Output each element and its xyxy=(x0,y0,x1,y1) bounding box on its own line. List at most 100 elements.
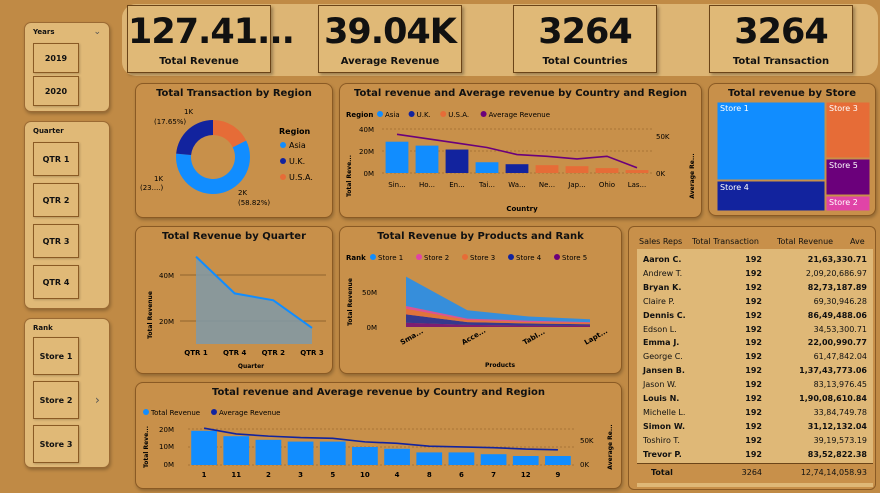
bar[interactable] xyxy=(535,165,559,173)
bar[interactable] xyxy=(415,145,439,173)
treemap-cell[interactable] xyxy=(825,101,871,159)
bar[interactable] xyxy=(384,448,410,465)
col-header-total-revenue[interactable]: Total Revenue xyxy=(777,237,834,246)
donut-slice-uk[interactable] xyxy=(176,120,213,155)
donut-label-top-pct: (17.65%) xyxy=(154,118,186,126)
stream-chart[interactable]: Rank Store 1 Store 2 Store 3 Store 4 Store 5… xyxy=(340,227,623,375)
quarter-qtr4-button[interactable]: QTR 4 xyxy=(33,265,79,299)
rank-store2-button[interactable]: Store 2 xyxy=(33,381,79,419)
table-row[interactable]: Simon W. 192 31,12,132.04 xyxy=(637,420,873,434)
treemap-cell[interactable] xyxy=(825,195,871,212)
rank-store1-button[interactable]: Store 1 xyxy=(33,337,79,375)
stream-band[interactable] xyxy=(406,306,590,323)
average-revenue-line[interactable] xyxy=(203,427,558,451)
stream-band[interactable] xyxy=(406,322,590,327)
quarter-qtr3-button[interactable]: QTR 3 xyxy=(33,224,79,258)
table-row[interactable]: Louis N. 192 1,90,08,610.84 xyxy=(637,392,873,406)
bar[interactable] xyxy=(352,447,378,465)
table-row[interactable]: Emma J. 192 22,00,990.77 xyxy=(637,336,873,350)
cell-total-revenue: 34,53,300.71 xyxy=(813,324,867,334)
table-row[interactable]: Bryan K. 192 82,73,187.89 xyxy=(637,281,873,295)
bar[interactable] xyxy=(385,141,409,173)
stream-band[interactable] xyxy=(406,276,590,323)
treemap-cell[interactable] xyxy=(716,101,826,181)
stream-legend-title: Rank xyxy=(346,254,366,262)
stream-band[interactable] xyxy=(406,308,590,325)
combo-bottom-panel: Total revenue and Average revenue by Cou… xyxy=(135,382,622,489)
x-tick-label: Jap... xyxy=(567,181,585,189)
table-row[interactable]: Michelle L. 192 33,84,749.78 xyxy=(637,406,873,420)
average-revenue-line[interactable] xyxy=(396,133,638,169)
x-tick-label: Sma... xyxy=(399,327,425,346)
quarter-qtr1-button[interactable]: QTR 1 xyxy=(33,142,79,176)
rank-store3-button[interactable]: Store 3 xyxy=(33,425,79,463)
bar[interactable] xyxy=(545,456,571,465)
x-tick-label: 3 xyxy=(298,471,303,479)
cell-sales-rep: Michelle L. xyxy=(643,407,686,417)
treemap-chart[interactable]: Store 1 Store 3 Store 4 Store 5 Store 2 xyxy=(709,84,877,217)
bar[interactable] xyxy=(512,456,539,465)
donut-chart[interactable]: 1K (17.65%) 1K (23....) 2K (58.82%) Regi… xyxy=(136,84,334,219)
combo2-chart[interactable]: Total Revenue Average Revenue Total Reve.… xyxy=(136,383,623,490)
combo2-y-tick: 0M xyxy=(164,461,175,469)
treemap-cell[interactable] xyxy=(716,180,826,212)
col-header-average[interactable]: Ave xyxy=(850,237,865,246)
cell-total-revenue: 21,63,330.71 xyxy=(807,255,867,264)
bar[interactable] xyxy=(480,454,507,465)
table-row[interactable]: Andrew T. 192 2,09,20,686.97 xyxy=(637,267,873,281)
bar[interactable] xyxy=(445,149,469,173)
col-header-sales-reps[interactable]: Sales Reps xyxy=(639,237,683,246)
bar[interactable] xyxy=(475,162,499,173)
donut-label-right-pct: (58.82%) xyxy=(238,199,270,207)
bar[interactable] xyxy=(505,164,529,173)
table-row[interactable]: Jason W. 192 83,13,976.45 xyxy=(637,378,873,392)
stream-band[interactable] xyxy=(406,314,590,326)
col-header-total-transaction[interactable]: Total Transaction xyxy=(692,237,759,246)
combo1-chart[interactable]: Region Asia U.K. U.S.A. Average Revenue Tot… xyxy=(340,84,703,219)
bar[interactable] xyxy=(191,430,217,465)
combo1-y-tick: 40M xyxy=(359,126,374,134)
cell-sales-rep: Trevor P. xyxy=(643,449,682,459)
combo2-y-left-title: Total Reve... xyxy=(143,426,150,468)
area-chart[interactable]: Total Revenue 40M 20M QTR 1 QTR 4 QTR 2 QTR… xyxy=(136,227,334,375)
cell-total-transaction: 192 xyxy=(745,421,762,431)
legend-marker xyxy=(480,111,487,117)
table-row[interactable]: Aaron C. 192 21,63,330.71 xyxy=(637,253,873,267)
donut-slice-asia[interactable] xyxy=(176,140,250,194)
bar[interactable] xyxy=(287,441,314,465)
x-tick-label: 11 xyxy=(231,471,241,479)
bar[interactable] xyxy=(565,166,589,173)
years-2020-button[interactable]: 2020 xyxy=(33,76,79,106)
table-row[interactable]: George C. 192 61,47,842.04 xyxy=(637,350,873,364)
cell-sales-rep: George C. xyxy=(643,352,683,362)
chevron-right-icon[interactable]: › xyxy=(95,393,100,407)
table-row[interactable]: Dennis C. 192 86,49,488.06 xyxy=(637,309,873,323)
table-row[interactable]: Edson L. 192 34,53,300.71 xyxy=(637,323,873,337)
cell-total-transaction: 192 xyxy=(745,380,762,390)
x-tick-label: 1 xyxy=(202,471,207,479)
donut-slice-usa[interactable] xyxy=(213,120,247,148)
table-row[interactable]: Claire P. 192 69,30,946.28 xyxy=(637,295,873,309)
cell-total-revenue: 83,52,822.38 xyxy=(807,449,867,459)
table-row[interactable]: Toshiro T. 192 39,19,573.19 xyxy=(637,434,873,448)
area-line[interactable] xyxy=(195,255,313,329)
bar[interactable] xyxy=(625,170,649,173)
table-row[interactable]: Jansen B. 192 1,37,43,773.06 xyxy=(637,364,873,378)
treemap-cell[interactable] xyxy=(825,158,871,196)
kpi-value: 3264 xyxy=(734,12,828,52)
bar[interactable] xyxy=(255,439,282,465)
stream-title: Total Revenue by Products and Rank xyxy=(377,231,584,242)
chevron-down-icon[interactable]: ⌄ xyxy=(93,27,101,37)
x-tick-label: QTR 4 xyxy=(223,349,247,357)
bar[interactable] xyxy=(416,452,443,465)
bar[interactable] xyxy=(319,441,346,465)
bar[interactable] xyxy=(223,436,250,465)
area-y-tick: 40M xyxy=(159,272,174,280)
bar[interactable] xyxy=(595,168,619,173)
years-2019-button[interactable]: 2019 xyxy=(33,43,79,73)
combo2-y2-tick: 0K xyxy=(580,461,589,469)
treemap-label: Store 1 xyxy=(720,104,749,113)
table-row[interactable]: Trevor P. 192 83,52,822.38 xyxy=(637,448,873,462)
bar[interactable] xyxy=(448,452,475,465)
quarter-qtr2-button[interactable]: QTR 2 xyxy=(33,183,79,217)
